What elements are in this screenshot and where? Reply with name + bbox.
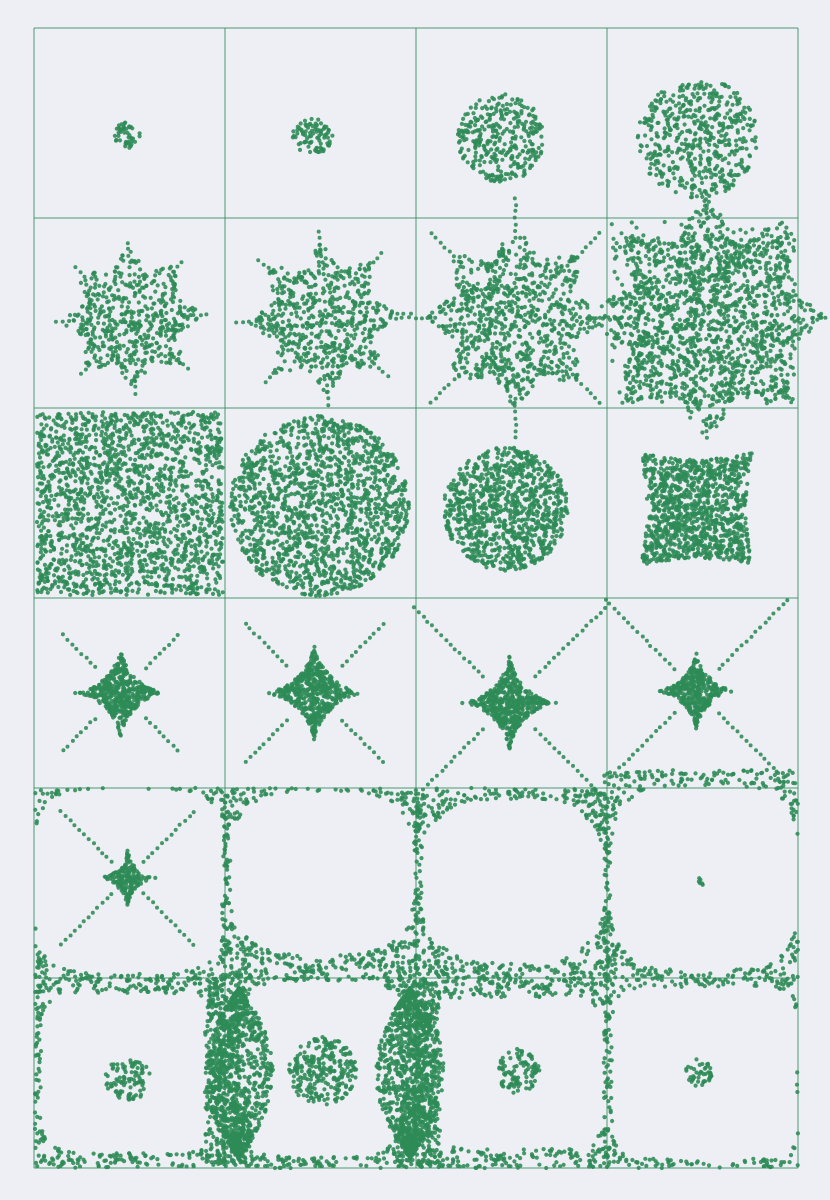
stipple-dots xyxy=(32,80,828,1171)
panel-grid xyxy=(33,27,799,1169)
